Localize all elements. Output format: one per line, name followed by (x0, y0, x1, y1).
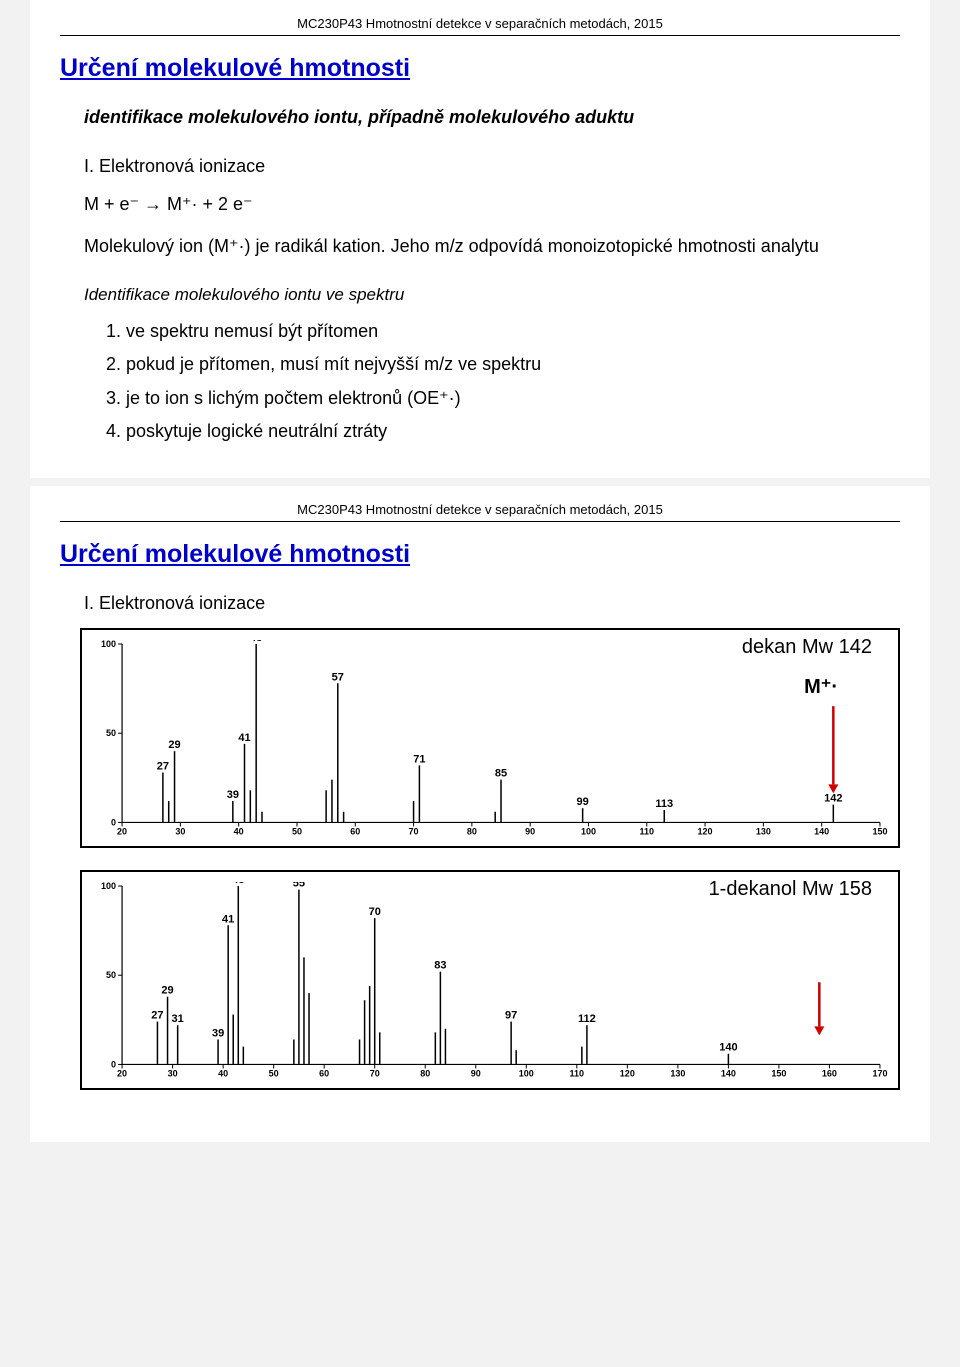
svg-text:40: 40 (234, 827, 244, 837)
moltext: Molekulový ion (M⁺·) je radikál kation. … (84, 233, 900, 259)
svg-text:31: 31 (172, 1014, 184, 1026)
svg-text:90: 90 (525, 827, 535, 837)
svg-text:110: 110 (639, 827, 654, 837)
svg-text:110: 110 (570, 1069, 585, 1079)
svg-text:80: 80 (420, 1069, 430, 1079)
rule-item: ve spektru nemusí být přítomen (126, 315, 900, 348)
chart-dekanol: 1-dekanol Mw 158 05010020304050607080901… (80, 870, 900, 1090)
ident-heading: Identifikace molekulového iontu ve spekt… (84, 285, 900, 305)
rule-item: poskytuje logické neutrální ztráty (126, 415, 900, 448)
svg-text:100: 100 (101, 882, 116, 891)
slide-title: Určení molekulové hmotnosti (60, 540, 900, 569)
svg-text:150: 150 (771, 1069, 786, 1079)
equation: M + e⁻ → M⁺· + 2 e⁻ (84, 191, 900, 217)
svg-text:140: 140 (721, 1069, 736, 1079)
svg-text:39: 39 (212, 1028, 224, 1040)
svg-text:70: 70 (369, 906, 381, 918)
svg-text:140: 140 (814, 827, 829, 837)
svg-text:120: 120 (698, 827, 713, 837)
svg-text:27: 27 (151, 1010, 163, 1022)
svg-text:100: 100 (581, 827, 596, 837)
svg-text:142: 142 (824, 793, 842, 805)
rules-list: ve spektru nemusí být přítomen pokud je … (108, 315, 900, 448)
svg-text:30: 30 (168, 1069, 178, 1079)
svg-text:99: 99 (577, 797, 589, 809)
svg-text:90: 90 (471, 1069, 481, 1079)
header-rule (60, 35, 900, 36)
chart-dekan: dekan Mw 142 M⁺· 05010020304050607080901… (80, 628, 900, 848)
svg-text:27: 27 (157, 761, 169, 773)
svg-text:71: 71 (413, 754, 425, 766)
svg-text:40: 40 (218, 1069, 228, 1079)
svg-text:43: 43 (232, 882, 244, 886)
svg-text:140: 140 (719, 1042, 737, 1054)
svg-text:120: 120 (620, 1069, 635, 1079)
mass-spectrum-1: 0 50 100 20 30 40 50 60 70 80 90 100 110 120 130 140 150… (92, 640, 888, 841)
rule-item: pokud je přítomen, musí mít nejvyšší m/z… (126, 348, 900, 381)
svg-text:29: 29 (168, 739, 180, 751)
svg-text:160: 160 (822, 1069, 837, 1079)
slide-1: MC230P43 Hmotnostní detekce v separačníc… (30, 0, 930, 478)
svg-text:150: 150 (872, 827, 887, 837)
slide-title: Určení molekulové hmotnosti (60, 54, 900, 83)
svg-text:100: 100 (519, 1069, 534, 1079)
svg-text:57: 57 (332, 672, 344, 684)
svg-text:112: 112 (578, 1014, 596, 1026)
svg-text:50: 50 (292, 827, 302, 837)
svg-text:50: 50 (106, 971, 116, 981)
svg-text:97: 97 (505, 1010, 517, 1022)
svg-text:80: 80 (467, 827, 477, 837)
course-header: MC230P43 Hmotnostní detekce v separačníc… (60, 16, 900, 31)
svg-text:83: 83 (434, 960, 446, 972)
svg-text:170: 170 (872, 1069, 887, 1079)
section-heading: I. Elektronová ionizace (84, 156, 900, 177)
svg-text:20: 20 (117, 827, 127, 837)
svg-text:43: 43 (250, 640, 262, 644)
svg-text:0: 0 (111, 818, 116, 828)
svg-text:41: 41 (222, 914, 234, 926)
svg-text:130: 130 (670, 1069, 685, 1079)
svg-text:50: 50 (106, 729, 116, 739)
svg-text:100: 100 (101, 640, 116, 649)
svg-text:39: 39 (227, 789, 239, 801)
slide-2: MC230P43 Hmotnostní detekce v separačníc… (30, 486, 930, 1142)
rule-item: je to ion s lichým počtem elektronů (OE⁺… (126, 382, 900, 415)
svg-text:130: 130 (756, 827, 771, 837)
course-header: MC230P43 Hmotnostní detekce v separačníc… (60, 502, 900, 517)
svg-text:60: 60 (350, 827, 360, 837)
svg-text:55: 55 (293, 882, 305, 890)
svg-text:30: 30 (175, 827, 185, 837)
svg-text:41: 41 (238, 732, 250, 744)
svg-text:113: 113 (655, 798, 673, 810)
section-heading: I. Elektronová ionizace (84, 593, 900, 614)
svg-text:20: 20 (117, 1069, 127, 1079)
svg-text:70: 70 (409, 827, 419, 837)
svg-text:29: 29 (161, 985, 173, 997)
subtitle: identifikace molekulového iontu, případn… (84, 107, 900, 128)
svg-text:50: 50 (269, 1069, 279, 1079)
svg-text:70: 70 (370, 1069, 380, 1079)
svg-text:60: 60 (319, 1069, 329, 1079)
header-rule (60, 521, 900, 522)
svg-text:0: 0 (111, 1060, 116, 1070)
svg-text:85: 85 (495, 768, 507, 780)
mass-spectrum-2: 0 50 100 20 30 40 50 60 70 80 90 100 110 120 130 140 150… (92, 882, 888, 1083)
